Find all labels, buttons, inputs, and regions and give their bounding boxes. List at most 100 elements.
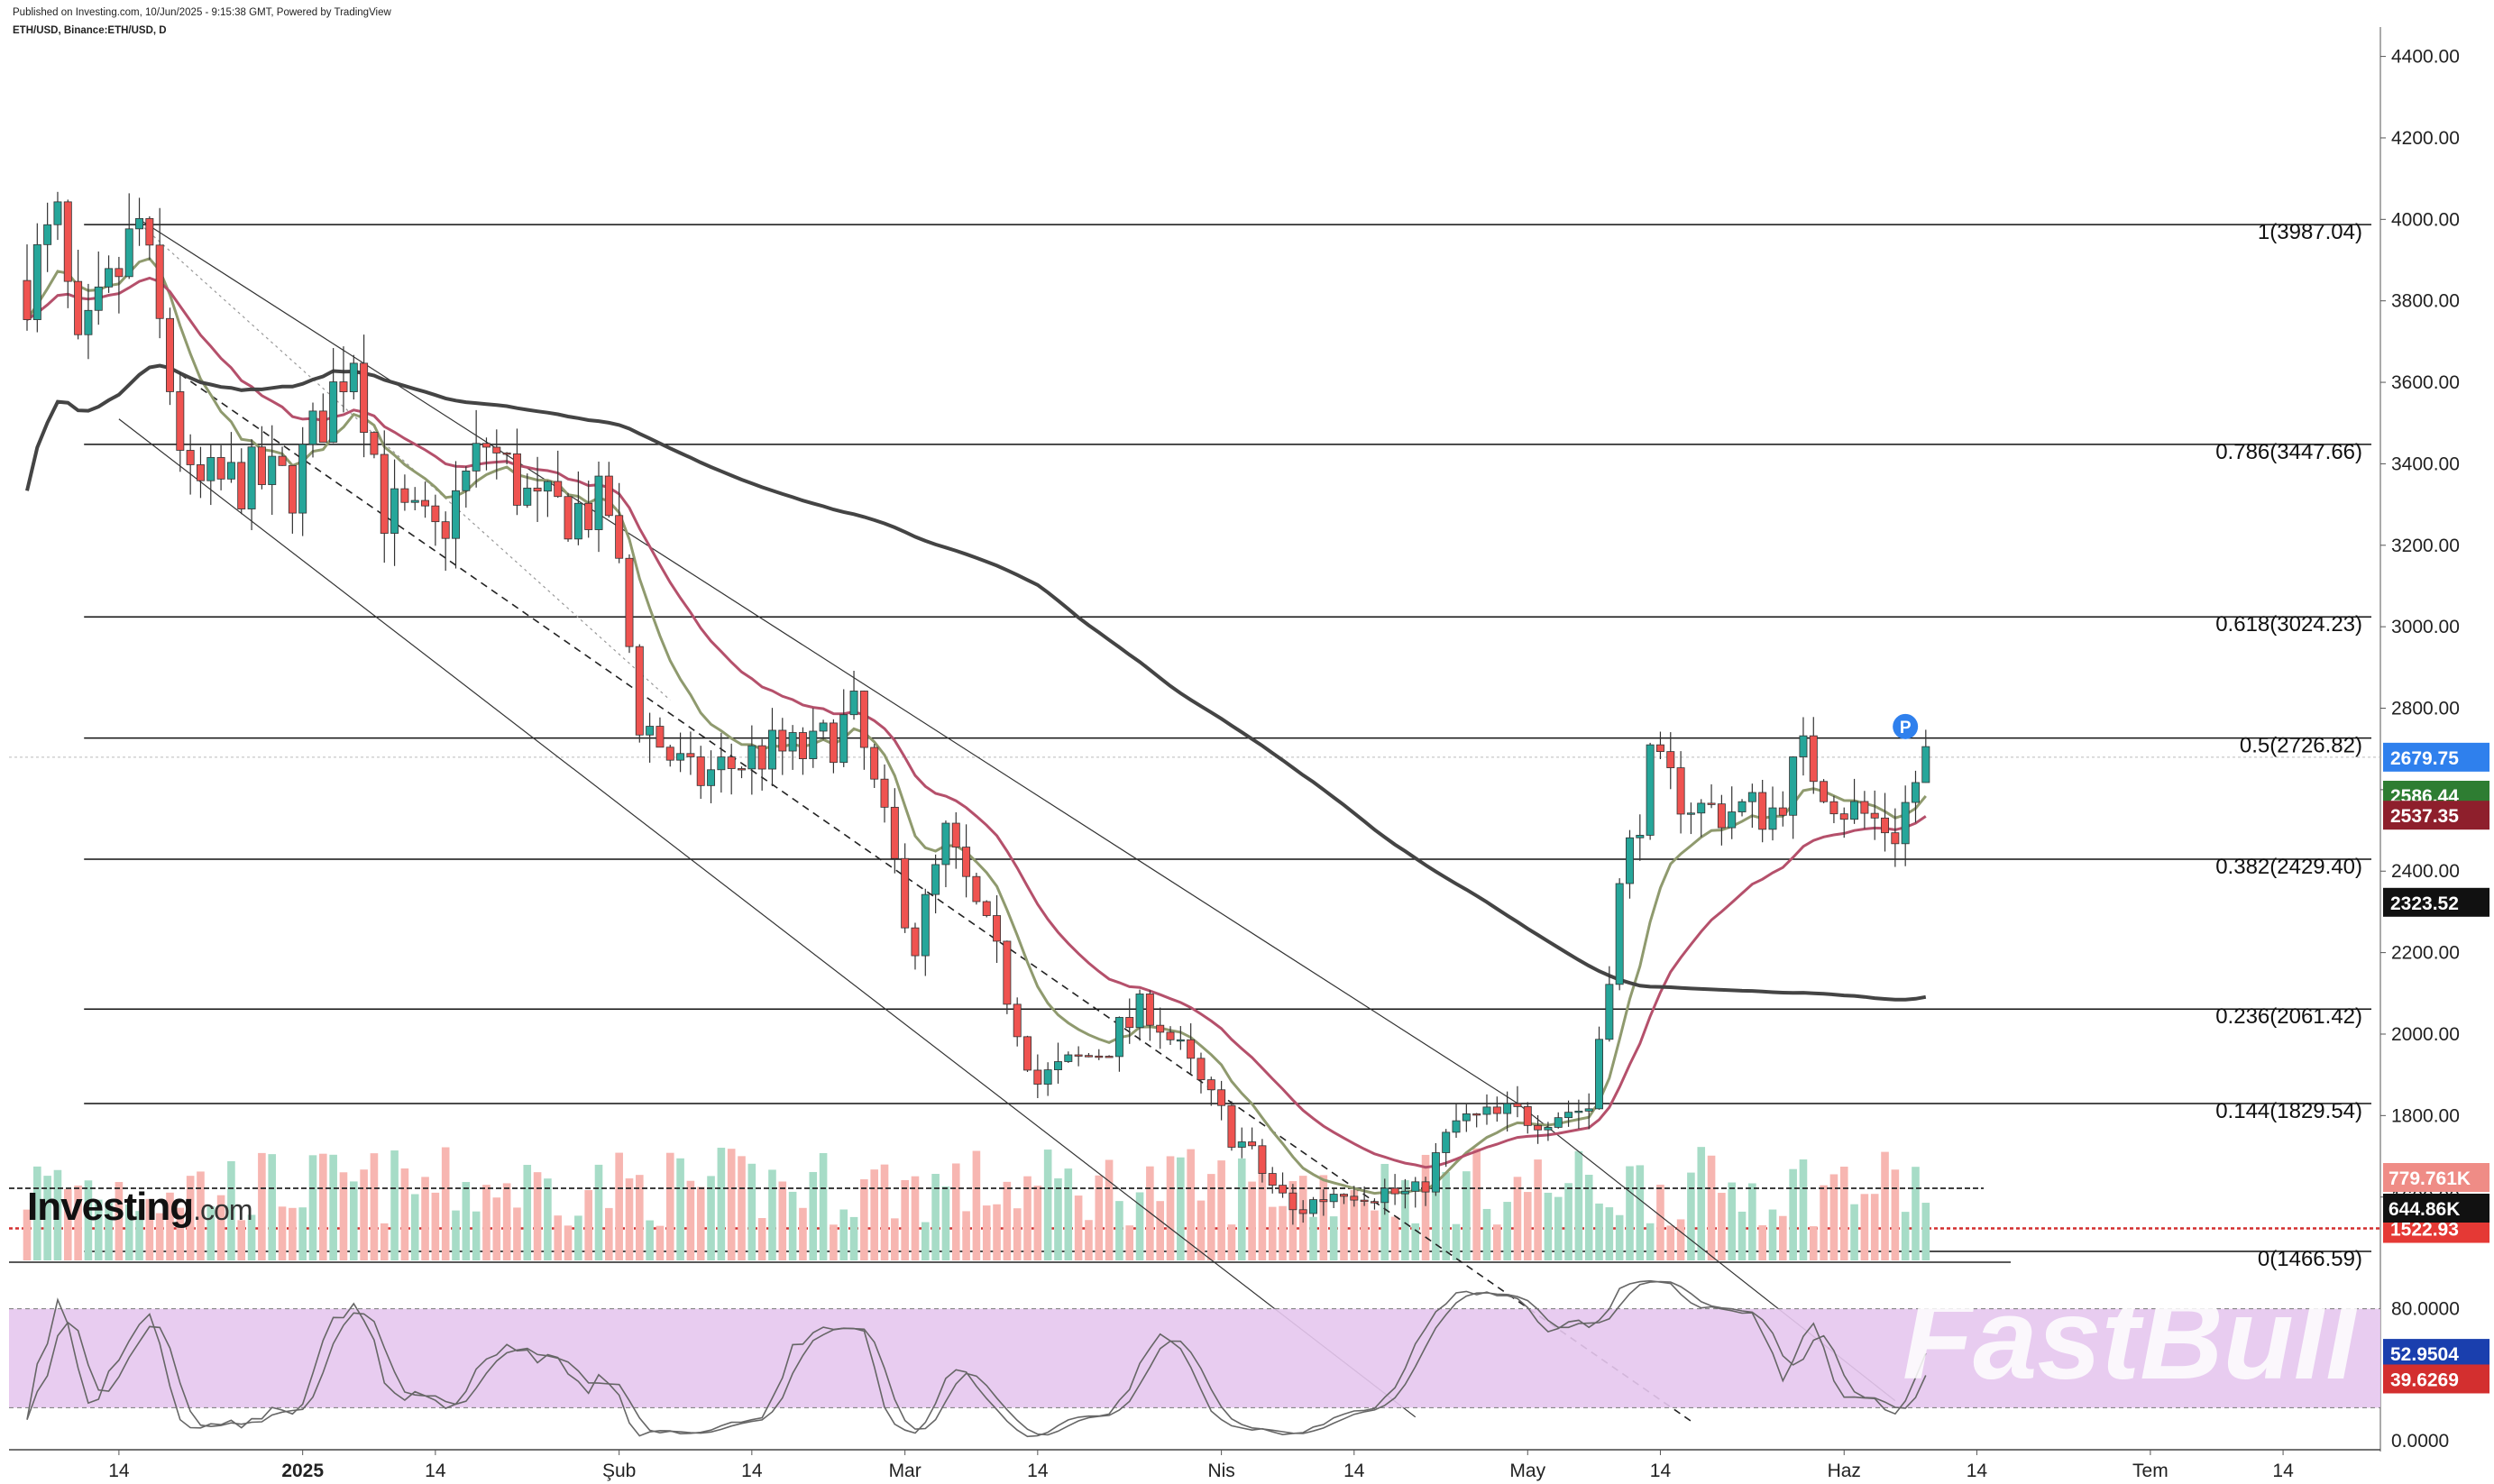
volume-bar [482, 1185, 491, 1260]
volume-bar [1493, 1224, 1501, 1260]
volume-bar [1891, 1169, 1900, 1260]
candle-body [1564, 1112, 1573, 1119]
volume-bar [594, 1164, 603, 1260]
volume-bar [1421, 1154, 1430, 1260]
volume-bar [1177, 1157, 1185, 1260]
volume-bar [1564, 1183, 1573, 1260]
candle-body [1666, 751, 1675, 768]
volume-bar [452, 1210, 460, 1260]
stochastic-d-line [26, 1280, 1927, 1436]
volume-bar [1054, 1177, 1062, 1260]
volume-bar [1789, 1168, 1797, 1260]
volume-bar [809, 1171, 818, 1260]
volume-bar [1646, 1223, 1655, 1260]
volume-bar [1523, 1192, 1532, 1260]
candle-body [63, 201, 72, 282]
volume-bar [197, 1171, 205, 1260]
candle-body [1421, 1181, 1430, 1193]
volume-bar [492, 1197, 501, 1260]
candle-body [1309, 1199, 1317, 1214]
volume-bar [819, 1152, 828, 1260]
candle-body [1799, 735, 1808, 757]
fib-level-label: 0(1466.59) [2258, 1247, 2362, 1271]
volume-bar [686, 1180, 695, 1260]
volume-bar [1033, 1186, 1042, 1260]
volume-bar [1279, 1205, 1287, 1260]
candle-body [757, 745, 766, 770]
candle-body [1064, 1054, 1073, 1062]
volume-bar [84, 1180, 93, 1260]
candle-body [481, 443, 491, 448]
volume-bar [1768, 1209, 1777, 1260]
candle-body [1217, 1089, 1226, 1106]
candle-body [880, 778, 889, 808]
candle-body [1697, 802, 1706, 814]
volume-bar [1482, 1208, 1491, 1260]
candle-body [1605, 984, 1614, 1040]
candle-body [1003, 940, 1012, 1005]
volume-bar [155, 1213, 164, 1260]
candle-body [1820, 781, 1829, 802]
volume-bar [237, 1220, 246, 1260]
volume-bar [554, 1215, 563, 1260]
candle-body [1676, 767, 1685, 815]
candle-body [370, 432, 379, 455]
candle-body [329, 381, 338, 443]
candle-body [1850, 801, 1859, 820]
volume-bar [1003, 1181, 1012, 1260]
candle-body [656, 726, 665, 748]
x-tick-label: Tem [2132, 1461, 2168, 1481]
candle-body [74, 280, 83, 335]
candle-body [768, 729, 776, 770]
candle-body [1431, 1152, 1440, 1193]
candle-body [1442, 1131, 1451, 1153]
volume-bar [523, 1165, 532, 1260]
candle-body [1860, 801, 1869, 814]
volume-bar [901, 1179, 909, 1260]
fib-level-label: 1(3987.04) [2258, 220, 2362, 244]
candle-body [798, 732, 807, 759]
candle-body [707, 769, 716, 786]
volume-bar [1309, 1216, 1317, 1260]
candle-body [1074, 1054, 1083, 1057]
volume-bar [319, 1153, 327, 1260]
volume-bar [972, 1150, 981, 1260]
stochastic-k-tag [2383, 1339, 2489, 1369]
candle-body [1686, 812, 1695, 815]
candle-body [809, 730, 818, 759]
volume-bar [1258, 1166, 1267, 1260]
candle-body [462, 470, 471, 491]
x-tick-label: Şub [602, 1461, 636, 1481]
ema-fast-line [25, 257, 1927, 1195]
x-tick-label: 14 [1027, 1461, 1049, 1481]
volume-bar [1799, 1159, 1808, 1260]
volume-bar [1687, 1172, 1695, 1260]
volume-bar [1125, 1225, 1134, 1260]
candle-body [1554, 1117, 1563, 1128]
candle-body [400, 488, 409, 503]
volume-bar [982, 1205, 991, 1260]
candle-body [237, 462, 246, 509]
volume-bar [962, 1211, 970, 1260]
candle-body [1534, 1124, 1543, 1131]
candle-body [298, 444, 307, 514]
candle-body [1350, 1195, 1359, 1201]
x-tick-label: 2025 [281, 1461, 324, 1481]
candle-body [1646, 744, 1655, 836]
candle-body [1360, 1199, 1369, 1203]
volume-bar [747, 1163, 756, 1260]
candle-body [1482, 1106, 1491, 1115]
candle-body [951, 822, 960, 847]
candle-body [1595, 1039, 1604, 1110]
candle-body [1187, 1039, 1196, 1059]
volume-bar [1728, 1182, 1737, 1260]
candle-body [727, 756, 736, 769]
event-marker-label: P [1900, 719, 1912, 737]
volume-bar [216, 1195, 225, 1260]
candle-body [1452, 1120, 1461, 1133]
volume-bar [1513, 1177, 1522, 1260]
candle-body [1655, 744, 1664, 753]
candle-body [1574, 1110, 1583, 1113]
candle-body [380, 453, 389, 534]
